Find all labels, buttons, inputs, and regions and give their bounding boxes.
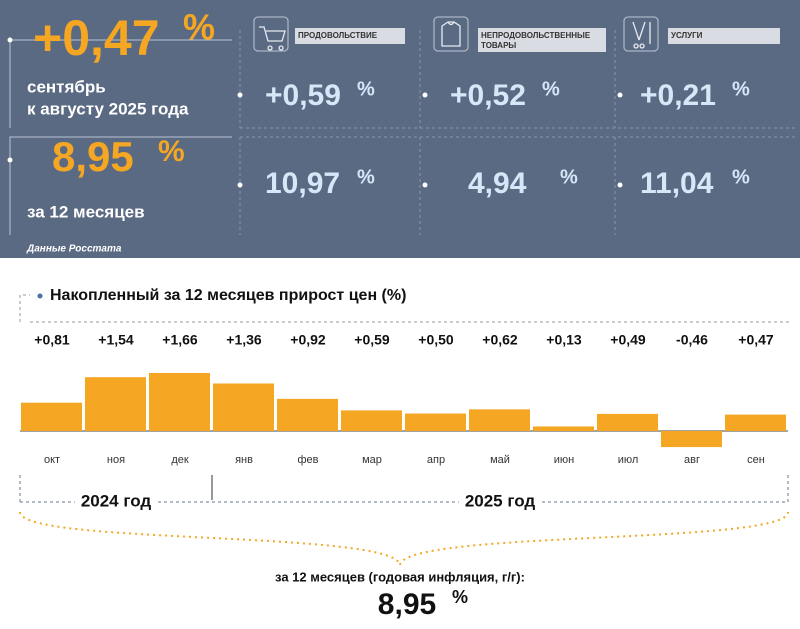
x-tick-label: мар	[362, 454, 382, 466]
x-tick-label: июн	[554, 454, 574, 466]
group-monthly-unit: %	[542, 78, 560, 100]
bar	[85, 377, 146, 431]
value-label: +1,36	[226, 332, 262, 348]
footer-value: 8,95	[378, 588, 436, 621]
bar	[533, 426, 594, 431]
value-label: +0,47	[738, 332, 774, 348]
footer-unit: %	[452, 587, 468, 607]
bar	[213, 383, 274, 431]
bar	[277, 398, 338, 431]
bar	[21, 402, 82, 431]
year-label-bg	[74, 491, 158, 511]
year-label-bg	[458, 491, 542, 511]
x-tick-label: сен	[747, 454, 765, 466]
bar	[597, 413, 658, 431]
year-label: 2025 год	[465, 491, 536, 510]
value-label: +0,13	[546, 332, 582, 348]
value-label: +0,62	[482, 332, 518, 348]
group-monthly: +0,52	[450, 79, 526, 112]
bar	[725, 414, 786, 431]
x-tick-label: авг	[684, 454, 700, 466]
group-name: ТОВАРЫ	[481, 41, 516, 50]
annual-label: за 12 месяцев	[27, 202, 145, 221]
annual-unit: %	[158, 135, 185, 168]
x-tick-label: окт	[44, 454, 60, 466]
x-tick-label: дек	[171, 454, 189, 466]
source: Данные Росстата	[26, 244, 122, 255]
group-annual-unit: %	[732, 166, 750, 188]
bar	[405, 413, 466, 431]
year-edges	[19, 475, 789, 505]
group-monthly-unit: %	[357, 78, 375, 100]
value-label: +0,49	[610, 332, 646, 348]
value-label: +0,59	[354, 332, 390, 348]
title-bullet	[37, 293, 43, 299]
group-annual-unit: %	[357, 166, 375, 188]
footer-label: за 12 месяцев (годовая инфляция, г/г):	[275, 569, 525, 584]
x-tick-label: апр	[427, 454, 445, 466]
x-tick-label: июл	[618, 454, 639, 466]
title-bracket	[19, 294, 790, 323]
annual-value: 8,95	[52, 133, 134, 180]
bar	[149, 373, 210, 431]
icons	[253, 16, 659, 52]
group-label-boxes	[295, 28, 780, 52]
group-monthly: +0,59	[265, 79, 341, 112]
value-label: +0,50	[418, 332, 454, 348]
x-tick-label: ноя	[107, 454, 125, 466]
year-brace	[19, 511, 789, 566]
group-annual-unit: %	[560, 166, 578, 188]
group-annual: 4,94	[468, 167, 527, 200]
group-monthly-unit: %	[732, 78, 750, 100]
year-label: 2024 год	[81, 491, 152, 510]
value-label: +1,54	[98, 332, 134, 348]
monthly-label: сентябрь	[27, 77, 106, 96]
group-name: НЕПРОДОВОЛЬСТВЕННЫЕ	[481, 31, 591, 40]
value-label: +0,81	[34, 332, 70, 348]
bullets	[7, 37, 623, 188]
monthly-unit: %	[183, 7, 215, 48]
x-tick-label: май	[490, 454, 510, 466]
chart-title: Накопленный за 12 месяцев прирост цен (%…	[50, 287, 406, 304]
value-label: -0,46	[676, 332, 708, 348]
bar	[469, 409, 530, 431]
group-name: УСЛУГИ	[671, 31, 703, 40]
x-tick-label: янв	[235, 454, 253, 466]
x-tick-label: фев	[297, 454, 318, 466]
group-monthly: +0,21	[640, 79, 716, 112]
bar	[341, 410, 402, 431]
monthly-value: +0,47	[33, 10, 160, 66]
bar	[661, 431, 722, 448]
group-annual: 10,97	[265, 167, 340, 200]
value-label: +1,66	[162, 332, 198, 348]
value-label: +0,92	[290, 332, 326, 348]
monthly-label: к августу 2025 года	[27, 99, 189, 118]
group-name: ПРОДОВОЛЬСТВИЕ	[298, 31, 378, 40]
group-annual: 11,04	[640, 167, 714, 200]
